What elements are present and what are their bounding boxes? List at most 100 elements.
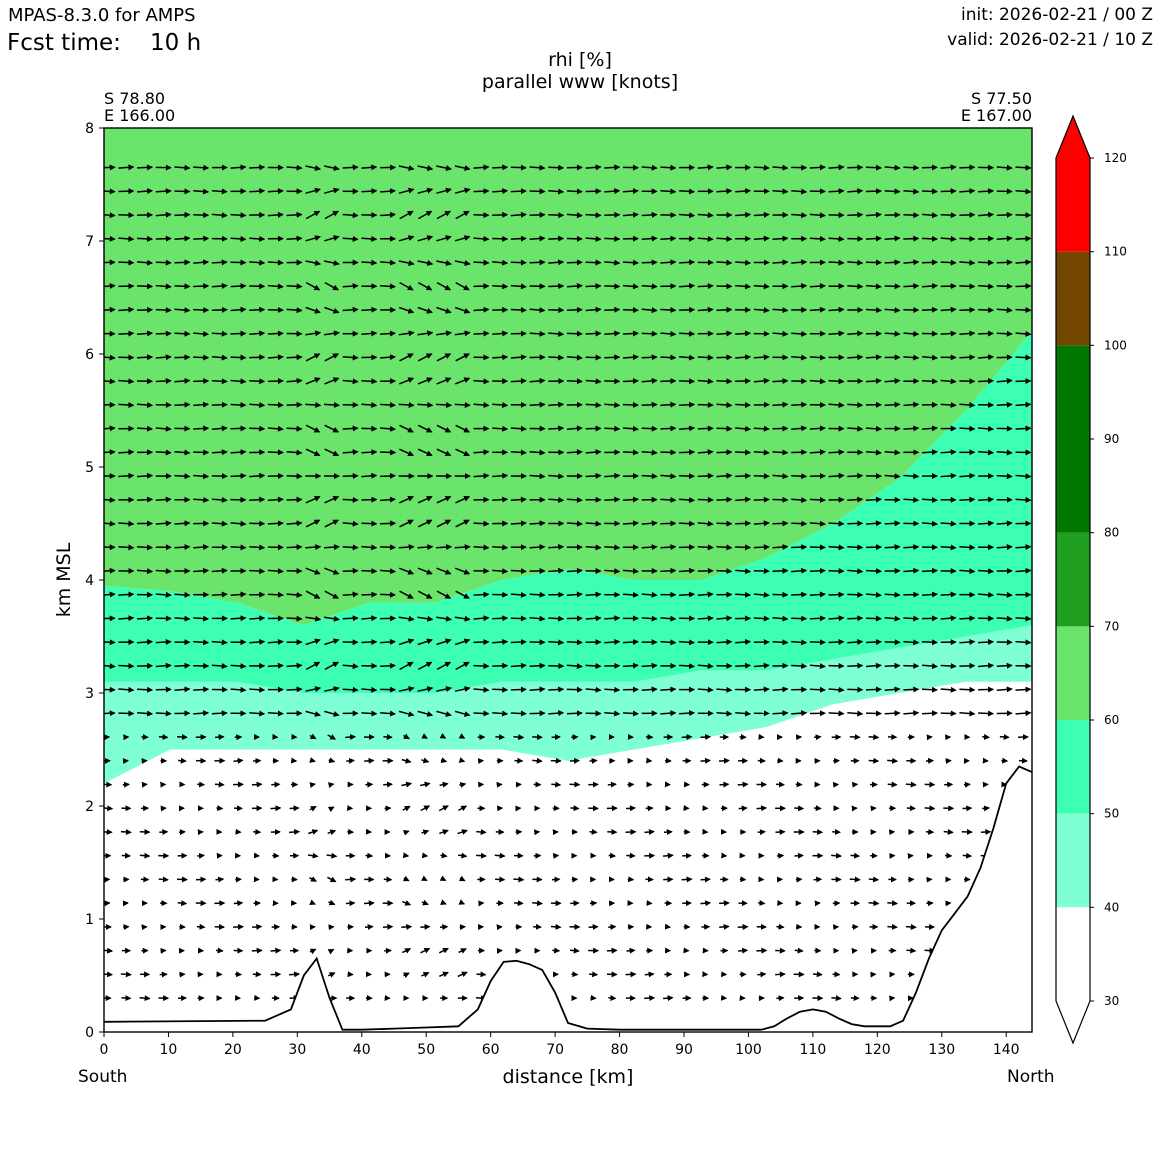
wind-arrow (286, 377, 303, 384)
wind-arrow (420, 923, 431, 930)
wind-arrow (323, 260, 340, 266)
wind-arrow (211, 378, 228, 385)
wind-arrow (324, 638, 340, 646)
wind-arrow (137, 638, 154, 645)
wind-arrow (215, 734, 225, 741)
wind-arrow (363, 900, 375, 907)
wind-arrow (436, 353, 452, 362)
wind-arrow (585, 212, 602, 219)
wind-arrow (323, 402, 340, 408)
wind-arrow (155, 188, 172, 195)
wind-arrow (865, 639, 882, 646)
wind-arrow (104, 425, 116, 432)
wind-arrow (548, 710, 565, 717)
wind-arrow (1015, 378, 1032, 385)
wind-arrow (436, 306, 452, 314)
wind-arrow (978, 449, 995, 456)
wind-arrow (380, 283, 396, 290)
wind-arrow (436, 686, 452, 692)
wind-arrow (903, 473, 920, 480)
wind-arrow (417, 165, 434, 172)
wind-arrow (104, 188, 116, 195)
wind-arrow (963, 781, 971, 788)
wind-arrow (476, 852, 487, 859)
wind-arrow (739, 876, 747, 883)
wind-arrow (174, 354, 191, 361)
wind-arrow (922, 520, 938, 527)
wind-arrow (566, 567, 583, 574)
wind-arrow (887, 923, 898, 930)
wind-arrow (828, 615, 845, 622)
wind-arrow (959, 188, 976, 195)
wind-arrow (211, 212, 228, 219)
wind-arrow (193, 235, 210, 242)
wind-arrow (903, 425, 920, 432)
wind-arrow (641, 211, 658, 218)
wind-arrow (417, 615, 434, 622)
wind-arrow (155, 330, 172, 337)
wind-arrow (865, 591, 882, 598)
wind-arrow (104, 354, 116, 361)
wind-arrow (1015, 567, 1032, 574)
wind-arrow (716, 568, 733, 575)
colorbar-segment (1056, 439, 1090, 533)
wind-arrow (211, 520, 228, 527)
wind-arrow (249, 638, 266, 645)
wind-arrow (757, 829, 766, 836)
wind-arrow (104, 591, 116, 598)
wind-arrow (249, 235, 266, 242)
wind-arrow (719, 900, 730, 907)
wind-arrow (211, 591, 228, 598)
wind-arrow (380, 402, 396, 408)
wind-arrow (532, 900, 543, 907)
wind-arrow (230, 472, 247, 479)
wind-arrow (814, 734, 822, 741)
wind-arrow (342, 567, 359, 574)
colorbar-tick-label: 100 (1104, 338, 1127, 352)
wind-arrow (921, 639, 938, 646)
wind-arrow (681, 734, 693, 741)
wind-arrow (305, 330, 322, 337)
wind-arrow (342, 306, 359, 313)
wind-arrow (510, 639, 527, 646)
wind-arrow (940, 710, 957, 717)
wind-arrow (118, 378, 135, 385)
north-label: North (1007, 1067, 1055, 1087)
wind-arrow (566, 283, 583, 289)
wind-arrow (398, 235, 415, 242)
wind-arrow (940, 520, 957, 527)
wind-arrow (660, 544, 677, 551)
wind-arrow (903, 354, 920, 361)
wind-arrow (104, 235, 116, 242)
wind-arrow (120, 829, 132, 835)
x-tick-label: 80 (611, 1042, 629, 1058)
terrain-fill (104, 766, 1032, 1032)
wind-arrow (865, 235, 882, 242)
wind-arrow (548, 639, 565, 646)
wind-arrow (813, 805, 822, 812)
wind-arrow (753, 544, 770, 551)
wind-arrow (174, 377, 191, 384)
wind-arrow (809, 591, 826, 598)
wind-arrow (791, 591, 808, 598)
wind-arrow (959, 544, 976, 551)
wind-arrow (903, 283, 920, 290)
wind-arrow (865, 211, 882, 218)
wind-arrow (455, 661, 470, 671)
wind-arrow (174, 283, 191, 290)
wind-arrow (775, 971, 786, 978)
wind-arrow (903, 188, 920, 195)
wind-arrow (809, 235, 826, 242)
wind-arrow (940, 259, 957, 266)
wind-arrow (286, 520, 303, 527)
wind-arrow (342, 449, 359, 456)
wind-arrow (697, 472, 714, 479)
wind-arrow (267, 378, 284, 385)
wind-arrow (118, 544, 135, 551)
wind-arrow (791, 663, 808, 670)
wind-arrow (233, 757, 244, 764)
wind-arrow (104, 164, 116, 171)
wind-arrow (641, 686, 658, 693)
wind-arrow (436, 260, 452, 266)
wind-arrow (436, 165, 452, 172)
